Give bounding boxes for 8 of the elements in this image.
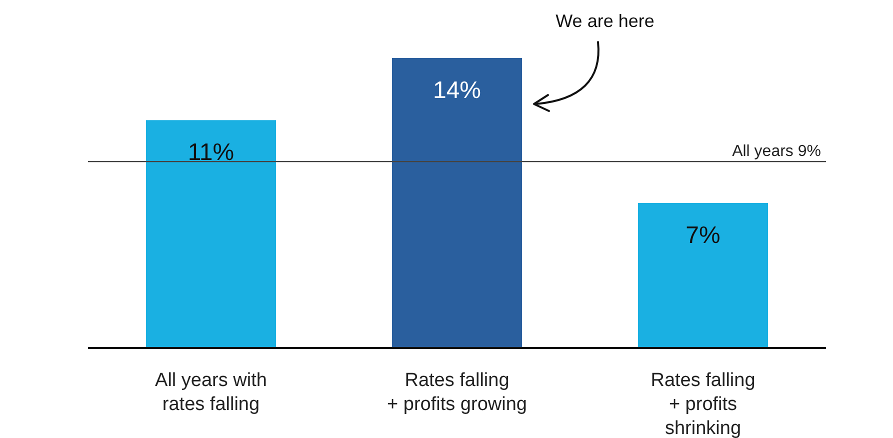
ref-line-label: All years 9% — [732, 142, 821, 160]
data-label: 14% — [432, 77, 482, 104]
text: We are here — [556, 11, 654, 31]
data-label: 11% — [188, 139, 234, 166]
x-tick-label: All years with rates falling — [155, 370, 267, 415]
x-tick-label: Rates falling + profits growing — [387, 370, 527, 415]
x-tick-label: Rates falling + profits shrinking — [650, 370, 756, 438]
data-label: 7% — [686, 222, 720, 249]
